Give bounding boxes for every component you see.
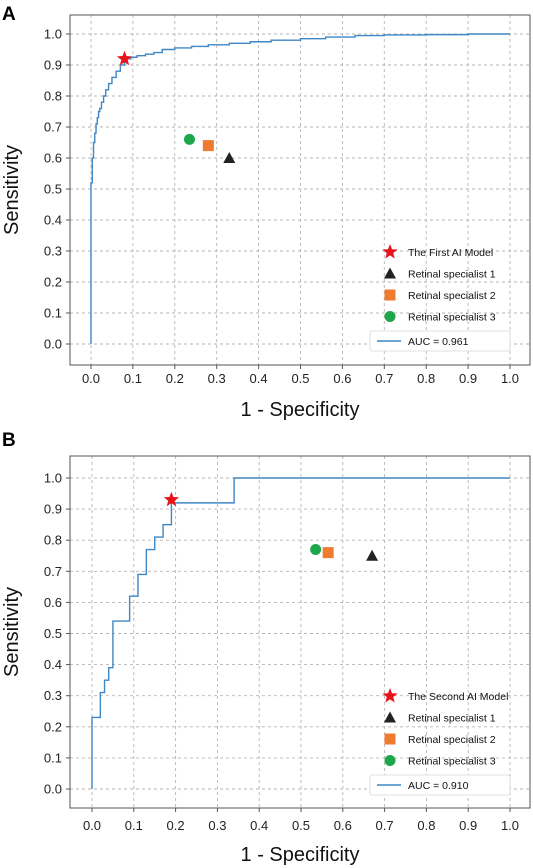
x-tick-label: 0.1 [125, 818, 143, 833]
y-tick-label: 0.3 [44, 688, 62, 703]
y-tick-label: 0.7 [44, 564, 62, 579]
x-tick-label: 0.1 [124, 371, 142, 386]
legend-box [369, 330, 511, 352]
legend-marker-square [384, 733, 396, 745]
point-triangle [223, 152, 236, 163]
x-tick-label: 0.4 [250, 371, 268, 386]
roc-curve [91, 477, 510, 789]
y-tick-label: 0.2 [44, 719, 62, 734]
legend-marker-square [384, 289, 396, 301]
legend-label: Retinal specialist 2 [408, 290, 496, 302]
y-tick-label: 0.0 [44, 782, 62, 797]
point-square [322, 547, 334, 559]
x-tick-label: 1.0 [501, 371, 519, 386]
y-tick-label: 0.5 [44, 626, 62, 641]
x-tick-label: 0.8 [417, 818, 435, 833]
x-tick-label: 0.7 [375, 371, 393, 386]
y-tick-label: 0.5 [44, 182, 62, 197]
y-tick-label: 0.9 [44, 58, 62, 73]
panel-a: A 0.0 0.1 0.2 0.3 0.4 0.5 0.6 0.7 0.8 0.9 1.0 0.0 0.… [1, 4, 531, 421]
legend-label: The Second AI Model [408, 691, 508, 703]
x-tick-label: 0.6 [334, 818, 352, 833]
y-tick-label: 0.1 [44, 306, 62, 321]
x-tick-label: 0.0 [83, 818, 101, 833]
legend-box [369, 774, 511, 796]
y-tick-label: 0.0 [44, 337, 62, 352]
x-tick-label: 0.9 [459, 371, 477, 386]
y-tick-label: 0.9 [44, 502, 62, 517]
x-tick-label: 0.5 [292, 818, 310, 833]
legend-label: Retinal specialist 1 [408, 713, 496, 725]
legend-label: Retinal specialist 3 [408, 312, 496, 324]
x-tick-label: 0.2 [167, 818, 185, 833]
legend: The First AI Model Retinal specialist 1 Re… [369, 244, 511, 352]
legend-label: Retinal specialist 1 [408, 269, 496, 281]
legend-marker-star [382, 244, 398, 259]
point-circle [183, 133, 195, 145]
legend-marker-star [382, 688, 398, 703]
x-tick-label: 0.0 [82, 371, 100, 386]
x-tick-label: 0.5 [291, 371, 309, 386]
x-tick-label: 0.4 [250, 818, 268, 833]
y-tick-label: 0.4 [44, 213, 62, 228]
y-tick-label: 0.2 [44, 275, 62, 290]
x-axis-label: 1 - Specificity [241, 844, 360, 866]
legend-marker-triangle [384, 267, 396, 279]
x-tick-label: 0.3 [208, 371, 226, 386]
y-tick-label: 1.0 [44, 471, 62, 486]
x-axis-label: 1 - Specificity [241, 399, 360, 421]
x-tick-label: 0.3 [208, 818, 226, 833]
y-tick-label: 0.8 [44, 533, 62, 548]
point-star [163, 491, 180, 507]
x-tick-label: 0.9 [459, 818, 477, 833]
point-circle [310, 544, 322, 556]
y-tick-label: 0.4 [44, 657, 62, 672]
legend-marker-circle [384, 311, 396, 322]
y-tick-label: 0.7 [44, 120, 62, 135]
panel-letter: B [2, 430, 16, 451]
y-tick-label: 0.6 [44, 151, 62, 166]
y-tick-label: 0.6 [44, 595, 62, 610]
x-tick-label: 1.0 [501, 818, 519, 833]
legend-marker-triangle [384, 711, 396, 723]
x-tick-label: 0.8 [417, 371, 435, 386]
y-tick-label: 1.0 [44, 27, 62, 42]
legend: The Second AI Model Retinal specialist 1 R… [369, 688, 511, 796]
y-tick-label: 0.8 [44, 89, 62, 104]
x-tick-label: 0.7 [376, 818, 394, 833]
legend-marker-circle [384, 755, 396, 766]
point-star [116, 50, 133, 66]
point-square [202, 140, 214, 152]
legend-label: The First AI Model [408, 247, 493, 259]
x-tick-label: 0.6 [333, 371, 351, 386]
legend-label: Retinal specialist 3 [408, 756, 496, 768]
y-axis-label: Sensitivity [1, 145, 23, 235]
plot-frame [69, 455, 531, 809]
y-tick-label: 0.1 [44, 750, 62, 765]
legend-auc-label: AUC = 0.910 [408, 780, 469, 792]
legend-auc-label: AUC = 0.961 [408, 336, 469, 348]
legend-label: Retinal specialist 2 [408, 734, 496, 746]
point-triangle [366, 549, 379, 561]
panel-b: B 0.0 0.1 0.2 0.3 0.4 0.5 0.6 0.7 0.8 0.9 1.0 0.0 0.… [1, 430, 531, 866]
x-tick-label: 0.2 [166, 371, 184, 386]
y-axis-label: Sensitivity [1, 587, 23, 677]
panel-letter: A [2, 4, 16, 25]
y-tick-label: 0.3 [44, 244, 62, 259]
